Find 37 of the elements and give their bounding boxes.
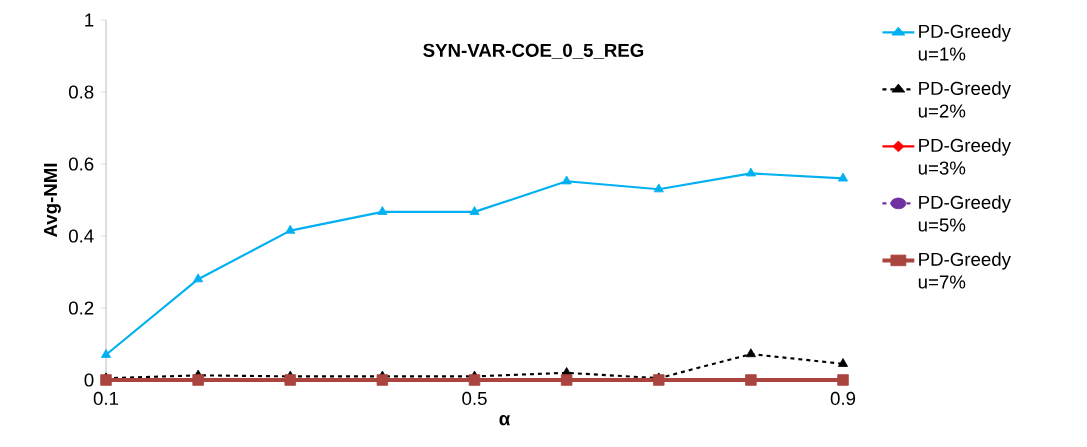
point (745, 167, 756, 177)
point (377, 206, 388, 215)
point (745, 374, 757, 386)
point (560, 374, 573, 386)
y-tick-label: 0.4 (68, 229, 94, 243)
point (192, 374, 204, 386)
text: SYN-VAR-COE_0_5_REG (423, 43, 644, 59)
legend-label: PD-Greedy u=2% (918, 81, 1011, 118)
legend-label: PD-Greedy u=5% (918, 195, 1011, 232)
point (468, 374, 481, 386)
legend-label: PD-Greedy u=3% (918, 138, 1011, 175)
point (561, 175, 572, 185)
x-tick-label: 0.5 (462, 391, 487, 406)
point (745, 348, 756, 358)
y-tick-label: 0.6 (68, 157, 94, 171)
point (100, 349, 112, 358)
y-tick-label: 0.2 (68, 301, 94, 315)
legend-label: PD-Greedy u=1% (918, 24, 1011, 61)
point (469, 206, 480, 215)
point (653, 374, 665, 386)
y-tick-label: 0 (84, 373, 94, 387)
x-tick-label: 0.1 (93, 391, 119, 406)
point (653, 183, 664, 193)
legend-label: PD-Greedy u=7% (918, 252, 1011, 289)
point (284, 374, 296, 386)
y-tick-label: 1 (85, 13, 94, 27)
y-axis-title: Avg-NMI (44, 163, 61, 238)
point (100, 374, 112, 386)
point (285, 224, 296, 234)
x-axis-title: α (499, 415, 511, 426)
point (837, 374, 849, 386)
point (837, 172, 849, 182)
point (193, 273, 204, 283)
x-tick-label: 0.9 (830, 391, 856, 406)
point (837, 358, 849, 367)
y-tick-label: 0.8 (68, 85, 94, 99)
point (376, 374, 389, 386)
